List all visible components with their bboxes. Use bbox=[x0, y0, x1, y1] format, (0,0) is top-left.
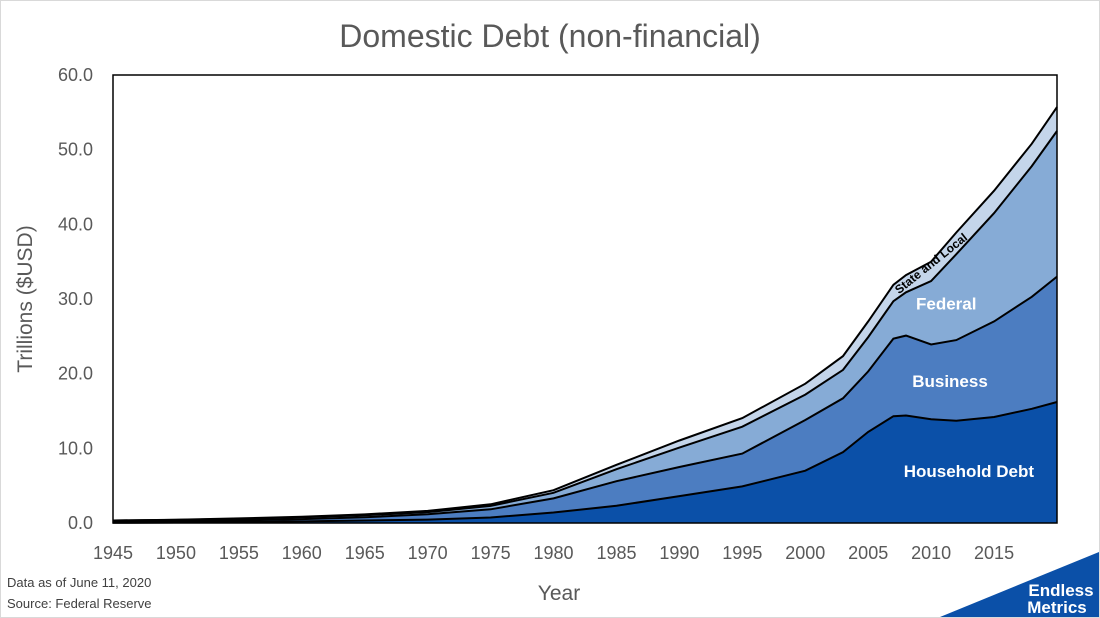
line-business bbox=[112, 275, 1058, 524]
chart-title: Domestic Debt (non-financial) bbox=[339, 18, 761, 54]
y-tick-label: 40.0 bbox=[58, 214, 93, 234]
logo-line-2: Metrics bbox=[1027, 598, 1087, 617]
x-tick-label: 2005 bbox=[848, 543, 888, 563]
x-tick-label: 1990 bbox=[659, 543, 699, 563]
x-tick-label: 2015 bbox=[974, 543, 1014, 563]
line-household-debt bbox=[112, 401, 1058, 524]
line-state-and-local bbox=[112, 106, 1058, 522]
x-tick-label: 1985 bbox=[596, 543, 636, 563]
label-household-debt: Household Debt bbox=[904, 462, 1035, 481]
y-tick-label: 30.0 bbox=[58, 289, 93, 309]
x-tick-label: 1960 bbox=[282, 543, 322, 563]
x-tick-label: 2000 bbox=[785, 543, 825, 563]
y-tick-label: 0.0 bbox=[68, 513, 93, 533]
x-tick-label: 1980 bbox=[534, 543, 574, 563]
logo-triangle bbox=[940, 552, 1099, 617]
x-tick-label: 1995 bbox=[722, 543, 762, 563]
x-axis-label: Year bbox=[537, 582, 581, 605]
series-areas bbox=[113, 107, 1057, 523]
source-note: Source: Federal Reserve bbox=[7, 596, 152, 611]
x-tick-label: 1945 bbox=[93, 543, 133, 563]
y-tick-label: 10.0 bbox=[58, 438, 93, 458]
plot-area-border bbox=[112, 74, 1058, 524]
area-household-debt bbox=[113, 402, 1057, 523]
x-tick-label: 1975 bbox=[471, 543, 511, 563]
y-axis-ticks: 0.0 10.0 20.0 30.0 40.0 50.0 60.0 bbox=[58, 65, 93, 533]
x-tick-label: 2010 bbox=[911, 543, 951, 563]
x-tick-label: 1970 bbox=[408, 543, 448, 563]
label-federal: Federal bbox=[916, 294, 976, 313]
logo-line-1: Endless bbox=[1028, 581, 1093, 600]
data-date-note: Data as of June 11, 2020 bbox=[7, 575, 152, 590]
y-tick-label: 60.0 bbox=[58, 65, 93, 85]
y-tick-label: 20.0 bbox=[58, 364, 93, 384]
area-business bbox=[113, 276, 1057, 523]
series-lines bbox=[112, 106, 1058, 524]
x-tick-label: 1965 bbox=[345, 543, 385, 563]
x-tick-label: 1955 bbox=[219, 543, 259, 563]
x-tick-label: 1950 bbox=[156, 543, 196, 563]
x-axis-ticks: 1945 1950 1955 1960 1965 1970 1975 1980 1985 1990… bbox=[93, 543, 1014, 563]
y-tick-label: 50.0 bbox=[58, 140, 93, 160]
label-business: Business bbox=[912, 372, 988, 391]
